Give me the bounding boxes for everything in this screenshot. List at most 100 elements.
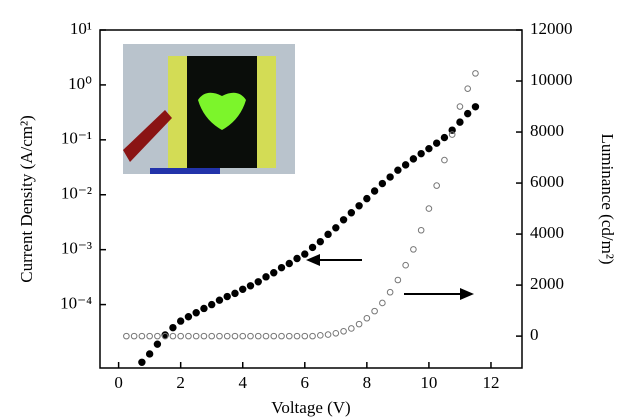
data-point: [395, 167, 401, 173]
y-tick-label: 10¹: [70, 19, 92, 38]
data-point: [185, 314, 191, 320]
y2-axis-label: Luminance (cd/m²): [598, 133, 617, 264]
y2-tick-label: 12000: [530, 19, 573, 38]
data-point: [418, 150, 424, 156]
data-point: [426, 206, 432, 212]
data-point: [356, 203, 362, 209]
data-point: [457, 104, 463, 110]
y2-tick-label: 8000: [530, 121, 564, 140]
y-axis-label: Current Density (A/cm²): [17, 115, 36, 283]
x-tick-label: 0: [114, 373, 123, 392]
data-point: [441, 134, 447, 140]
data-point: [364, 315, 370, 321]
data-point: [473, 71, 479, 77]
data-point: [155, 333, 161, 339]
data-point: [201, 305, 207, 311]
y-tick-label: 10⁻³: [61, 239, 92, 258]
data-point: [146, 351, 152, 357]
data-point: [464, 110, 470, 116]
data-point: [395, 277, 401, 283]
data-point: [387, 289, 393, 295]
data-point: [387, 174, 393, 180]
data-point: [310, 333, 316, 339]
data-point: [186, 333, 192, 339]
data-point: [263, 333, 269, 339]
data-point: [193, 333, 199, 339]
x-tick-label: 12: [482, 373, 499, 392]
y2-tick-label: 4000: [530, 223, 564, 242]
data-point: [302, 251, 308, 257]
data-point: [379, 180, 385, 186]
data-point: [286, 260, 292, 266]
data-point: [131, 333, 137, 339]
data-point: [411, 247, 417, 253]
data-point: [154, 341, 160, 347]
data-point: [209, 301, 215, 307]
data-point: [224, 333, 230, 339]
data-point: [333, 225, 339, 231]
data-point: [325, 231, 331, 237]
y2-tick-label: 0: [530, 325, 539, 344]
data-point: [279, 333, 285, 339]
data-point: [177, 318, 183, 324]
chart: Voltage (V) Current Density (A/cm²) Lumi…: [0, 0, 622, 419]
data-point: [309, 244, 315, 250]
data-point: [418, 227, 424, 233]
data-point: [216, 297, 222, 303]
x-axis-label: Voltage (V): [271, 398, 350, 417]
y-tick-label: 10⁻¹: [61, 129, 92, 148]
data-point: [372, 308, 378, 314]
data-point: [224, 293, 230, 299]
data-point: [263, 274, 269, 280]
x-tick-label: 8: [363, 373, 372, 392]
data-point: [364, 195, 370, 201]
data-point: [410, 156, 416, 162]
data-point: [271, 333, 277, 339]
x-tick-label: 10: [420, 373, 437, 392]
y-tick-label: 10⁰: [68, 74, 92, 93]
data-point: [318, 333, 324, 339]
data-point: [294, 255, 300, 261]
data-point: [248, 333, 254, 339]
data-point: [348, 210, 354, 216]
data-point: [333, 331, 339, 337]
x-tick-label: 2: [176, 373, 185, 392]
data-point: [380, 300, 386, 306]
data-point: [217, 333, 223, 339]
data-point: [209, 333, 215, 339]
y-tick-label: 10⁻⁴: [60, 293, 92, 312]
data-point: [193, 310, 199, 316]
data-point: [255, 333, 261, 339]
data-point: [278, 264, 284, 270]
data-point: [457, 119, 463, 125]
data-point: [403, 262, 409, 268]
data-point: [240, 333, 246, 339]
data-point: [371, 188, 377, 194]
data-point: [201, 333, 207, 339]
data-point: [426, 145, 432, 151]
data-point: [286, 333, 292, 339]
data-point: [472, 104, 478, 110]
data-point: [434, 183, 440, 189]
data-point: [349, 326, 355, 332]
y2-tick-label: 2000: [530, 274, 564, 293]
data-point: [232, 333, 238, 339]
data-point: [247, 283, 253, 289]
x-tick-label: 6: [301, 373, 310, 392]
data-point: [317, 238, 323, 244]
data-point: [255, 279, 261, 285]
data-point: [402, 162, 408, 168]
arrows: [306, 254, 474, 300]
data-point: [178, 333, 184, 339]
y2-tick-label: 10000: [530, 70, 573, 89]
inset-photo: [123, 44, 295, 174]
data-point: [271, 270, 277, 276]
y-tick-label: 10⁻²: [61, 184, 92, 203]
data-point: [302, 333, 308, 339]
data-point: [340, 217, 346, 223]
data-point: [465, 86, 471, 92]
data-point: [325, 332, 331, 338]
x-tick-label: 4: [238, 373, 247, 392]
data-point: [433, 140, 439, 146]
data-point: [170, 333, 176, 339]
